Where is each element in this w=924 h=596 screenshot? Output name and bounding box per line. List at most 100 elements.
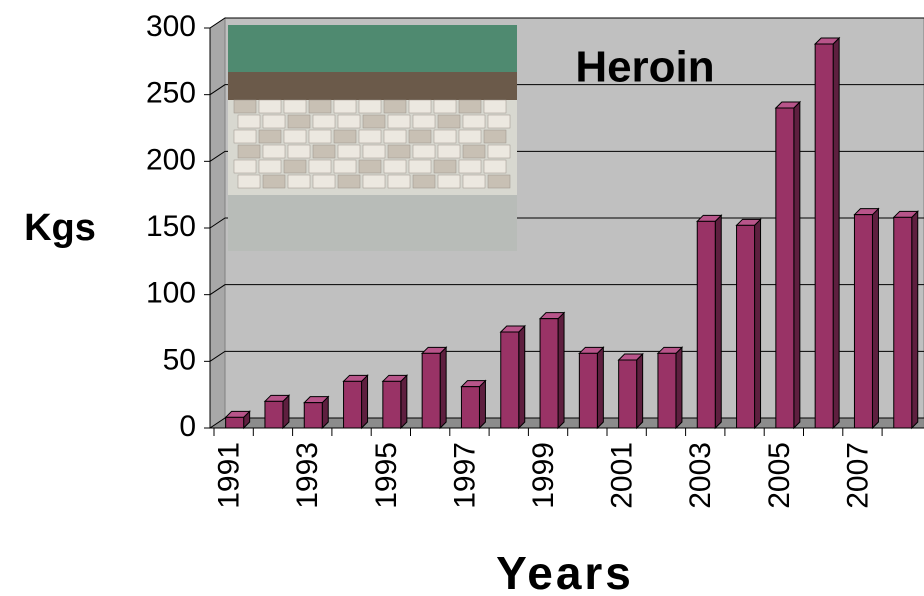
photo-block bbox=[337, 144, 361, 159]
photo-block bbox=[408, 99, 432, 114]
y-tick-label: 100 bbox=[146, 277, 196, 310]
axes: 0 50 100 150 200 250 300 1991 1993 1995 1997 1999 20… bbox=[146, 10, 924, 509]
bar bbox=[421, 352, 441, 429]
photo-block bbox=[312, 114, 336, 129]
photo-block bbox=[387, 114, 411, 129]
photo-block bbox=[412, 114, 436, 129]
x-axis-label: Years bbox=[496, 547, 634, 596]
photo-block bbox=[283, 159, 307, 174]
grid bbox=[209, 17, 924, 429]
photo-block bbox=[358, 129, 382, 144]
y-tick-label: 0 bbox=[179, 410, 196, 443]
bar-side bbox=[832, 36, 840, 430]
bar-side bbox=[636, 352, 644, 430]
x-tick-label: 1993 bbox=[291, 442, 324, 509]
photo-block bbox=[487, 114, 511, 129]
photo-block bbox=[333, 129, 357, 144]
photo-block bbox=[383, 129, 407, 144]
photo-block bbox=[412, 174, 436, 189]
photo-block bbox=[362, 144, 386, 159]
bar bbox=[775, 107, 795, 429]
grid-line bbox=[209, 17, 924, 29]
photo-block bbox=[233, 159, 257, 174]
x-tick-label: 2005 bbox=[763, 442, 796, 509]
grid-line bbox=[209, 284, 924, 296]
photo-wall bbox=[228, 25, 517, 75]
x-tick-label: 1999 bbox=[527, 442, 560, 509]
photo-block bbox=[283, 99, 307, 114]
photo-block bbox=[462, 144, 486, 159]
photo-block bbox=[408, 159, 432, 174]
bar bbox=[736, 224, 756, 429]
photo-block bbox=[408, 129, 432, 144]
bar bbox=[225, 416, 245, 429]
bar bbox=[578, 352, 598, 429]
photo-block bbox=[433, 129, 457, 144]
bar-side bbox=[754, 218, 762, 430]
grid-line bbox=[209, 417, 924, 429]
y-tick-label: 200 bbox=[146, 143, 196, 176]
photo-block bbox=[362, 114, 386, 129]
photo-block bbox=[312, 144, 336, 159]
bar-side bbox=[361, 374, 369, 430]
y-tick-label: 50 bbox=[163, 343, 196, 376]
photo-block bbox=[233, 99, 257, 114]
photo-floor bbox=[228, 195, 517, 251]
photo-block bbox=[237, 174, 261, 189]
photo-block bbox=[433, 99, 457, 114]
bar bbox=[696, 220, 716, 429]
bar-side bbox=[478, 379, 486, 430]
photo-block bbox=[262, 174, 286, 189]
photo-block bbox=[437, 114, 461, 129]
y-tick-label: 250 bbox=[146, 77, 196, 110]
photo-block bbox=[287, 114, 311, 129]
bar bbox=[618, 359, 638, 429]
photo-block bbox=[258, 99, 282, 114]
x-tick-label: 2003 bbox=[684, 442, 717, 509]
photo-block bbox=[337, 114, 361, 129]
bar-side bbox=[518, 324, 526, 430]
photo-block bbox=[483, 129, 507, 144]
photo-block bbox=[433, 159, 457, 174]
bar-side bbox=[400, 374, 408, 430]
bar bbox=[264, 400, 284, 429]
chart-title: Heroin bbox=[575, 43, 714, 92]
photo-block bbox=[458, 129, 482, 144]
grid-line bbox=[209, 150, 924, 162]
photo-block bbox=[262, 144, 286, 159]
photo-block bbox=[333, 99, 357, 114]
photo-block bbox=[412, 144, 436, 159]
x-tick-label: 2007 bbox=[841, 442, 874, 509]
bar-side bbox=[871, 207, 879, 430]
photo-block bbox=[462, 114, 486, 129]
bar bbox=[303, 402, 323, 429]
photo-block bbox=[308, 99, 332, 114]
photo-block bbox=[308, 159, 332, 174]
photo-band bbox=[228, 72, 517, 100]
bar bbox=[657, 352, 677, 429]
photo-block bbox=[262, 114, 286, 129]
bar bbox=[539, 318, 559, 429]
bar-side bbox=[439, 346, 447, 430]
photo-block bbox=[383, 159, 407, 174]
photo-block bbox=[387, 144, 411, 159]
photo-block bbox=[483, 159, 507, 174]
photo-block bbox=[287, 144, 311, 159]
photo-block bbox=[387, 174, 411, 189]
photo-block bbox=[237, 114, 261, 129]
photo-block bbox=[237, 144, 261, 159]
photo-block bbox=[383, 99, 407, 114]
bar bbox=[814, 43, 834, 429]
photo-block bbox=[258, 129, 282, 144]
bar bbox=[460, 386, 480, 429]
x-tick-label: 1991 bbox=[213, 442, 246, 509]
photo-block bbox=[283, 129, 307, 144]
photo-block bbox=[358, 99, 382, 114]
photo-block bbox=[487, 174, 511, 189]
y-tick-label: 150 bbox=[146, 210, 196, 243]
photo-block bbox=[437, 144, 461, 159]
photo-block bbox=[308, 129, 332, 144]
x-tick-label: 1995 bbox=[370, 442, 403, 509]
photo-block bbox=[487, 144, 511, 159]
photo bbox=[228, 25, 517, 251]
